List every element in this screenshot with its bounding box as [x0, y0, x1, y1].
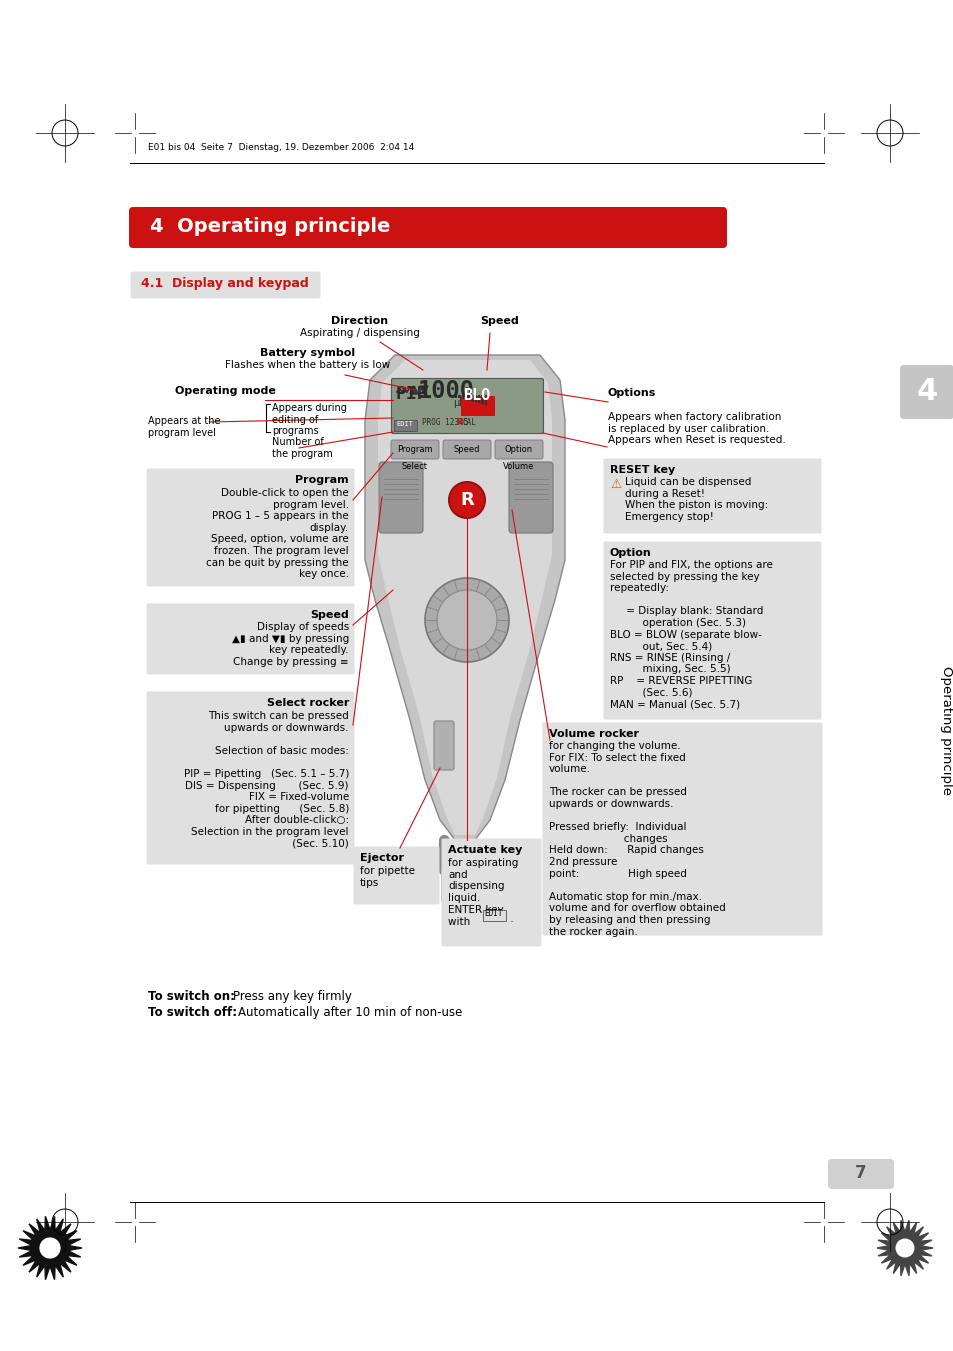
Text: EDIT: EDIT: [484, 909, 502, 917]
Text: PIP: PIP: [395, 385, 428, 403]
FancyBboxPatch shape: [483, 909, 506, 920]
Text: PROG 12345: PROG 12345: [421, 417, 468, 427]
Text: BLO: BLO: [462, 388, 490, 403]
Text: Program: Program: [295, 476, 349, 485]
Polygon shape: [377, 359, 552, 835]
Text: Appears at the
program level: Appears at the program level: [148, 416, 220, 438]
Bar: [477, 394, 480, 403]
FancyBboxPatch shape: [354, 847, 439, 905]
Text: Speed: Speed: [480, 316, 518, 326]
FancyBboxPatch shape: [147, 692, 355, 865]
Bar: [468, 394, 470, 401]
Polygon shape: [419, 386, 428, 394]
Text: CAL: CAL: [462, 417, 476, 427]
Bar: [455, 394, 456, 397]
Text: Option: Option: [504, 444, 533, 454]
Text: Select rocker: Select rocker: [266, 698, 349, 708]
FancyBboxPatch shape: [460, 396, 495, 416]
Text: Double-click to open the
program level.
PROG 1 – 5 appears in the
display.
Speed: Double-click to open the program level. …: [206, 488, 349, 580]
FancyBboxPatch shape: [827, 1159, 893, 1189]
Text: for aspirating
and
dispensing
liquid.: for aspirating and dispensing liquid.: [448, 858, 517, 902]
Text: Liquid can be dispensed
during a Reset!
When the piston is moving:
Emergency sto: Liquid can be dispensed during a Reset! …: [624, 477, 767, 521]
Text: Number of
the program: Number of the program: [272, 436, 333, 458]
Bar: [481, 394, 483, 404]
Text: Options: Options: [607, 388, 656, 399]
Text: Operating mode: Operating mode: [174, 386, 275, 396]
FancyBboxPatch shape: [147, 604, 355, 674]
Polygon shape: [410, 386, 417, 394]
Text: µl: µl: [453, 399, 461, 408]
FancyBboxPatch shape: [542, 723, 821, 935]
Text: Program: Program: [396, 444, 433, 454]
Text: Automatically after 10 min of non-use: Automatically after 10 min of non-use: [237, 1006, 462, 1019]
FancyBboxPatch shape: [378, 462, 422, 534]
Text: for pipette
tips: for pipette tips: [359, 866, 415, 888]
FancyBboxPatch shape: [495, 440, 542, 459]
Text: ⚠: ⚠: [609, 478, 620, 490]
Text: 1000: 1000: [417, 380, 475, 403]
Text: Select: Select: [401, 462, 428, 471]
Circle shape: [449, 482, 484, 517]
FancyBboxPatch shape: [395, 420, 417, 431]
FancyBboxPatch shape: [441, 839, 541, 947]
Text: Appears when Reset is requested.: Appears when Reset is requested.: [607, 435, 785, 444]
Text: Press any key firmly: Press any key firmly: [233, 990, 352, 1002]
Text: Flashes when the battery is low: Flashes when the battery is low: [225, 359, 390, 370]
Text: Appears when factory calibration
is replaced by user calibration.: Appears when factory calibration is repl…: [607, 412, 781, 434]
Text: R: R: [456, 417, 462, 427]
Text: Direction: Direction: [331, 316, 388, 326]
Text: Volume rocker: Volume rocker: [548, 730, 639, 739]
Text: Speed: Speed: [310, 611, 349, 620]
FancyBboxPatch shape: [131, 272, 320, 299]
Text: Operating principle: Operating principle: [940, 666, 952, 794]
Text: Actuate key: Actuate key: [448, 844, 522, 855]
Text: Battery symbol: Battery symbol: [260, 349, 355, 358]
Text: 4  Operating principle: 4 Operating principle: [150, 218, 390, 236]
Circle shape: [436, 590, 497, 650]
Bar: [461, 394, 463, 399]
Text: Volume: Volume: [503, 462, 534, 471]
Text: EDIT: EDIT: [395, 422, 413, 427]
Text: For PIP and FIX, the options are
selected by pressing the key
repeatedly:

     : For PIP and FIX, the options are selecte…: [609, 561, 772, 709]
Bar: [484, 394, 486, 405]
FancyBboxPatch shape: [391, 440, 438, 459]
Text: Option: Option: [609, 549, 651, 558]
Circle shape: [895, 1239, 913, 1256]
FancyBboxPatch shape: [129, 207, 726, 249]
Text: Ejector: Ejector: [359, 852, 403, 863]
Text: RESET key: RESET key: [609, 465, 675, 476]
Polygon shape: [365, 355, 564, 840]
FancyBboxPatch shape: [391, 378, 543, 434]
Text: To switch on:: To switch on:: [148, 990, 239, 1002]
Text: ENTER key
with: ENTER key with: [448, 905, 503, 927]
Text: 4: 4: [916, 377, 937, 405]
Text: This switch can be pressed
upwards or downwards.

Selection of basic modes:

PIP: This switch can be pressed upwards or do…: [183, 711, 349, 848]
Bar: [475, 394, 476, 403]
Bar: [457, 394, 460, 399]
Text: 4.1  Display and keypad: 4.1 Display and keypad: [141, 277, 309, 290]
Text: Speed: Speed: [454, 444, 479, 454]
Text: .: .: [506, 915, 513, 924]
FancyBboxPatch shape: [434, 721, 454, 770]
FancyBboxPatch shape: [603, 542, 821, 720]
FancyBboxPatch shape: [147, 469, 355, 586]
FancyBboxPatch shape: [509, 462, 553, 534]
Polygon shape: [18, 1216, 82, 1279]
FancyBboxPatch shape: [899, 365, 953, 419]
Text: Display of speeds
▲▮ and ▼▮ by pressing
key repeatedly.
Change by pressing ≡: Display of speeds ▲▮ and ▼▮ by pressing …: [232, 621, 349, 667]
Bar: [464, 394, 467, 400]
Text: 7: 7: [854, 1165, 866, 1182]
FancyBboxPatch shape: [442, 440, 491, 459]
Text: R: R: [459, 490, 474, 509]
Text: Appears during
editing of
programs: Appears during editing of programs: [272, 403, 347, 436]
Circle shape: [424, 578, 509, 662]
FancyBboxPatch shape: [603, 458, 821, 534]
Text: To switch off:: To switch off:: [148, 1006, 241, 1019]
Circle shape: [40, 1238, 60, 1258]
Text: for changing the volume.
For FIX: To select the fixed
volume.

The rocker can be: for changing the volume. For FIX: To sel…: [548, 740, 725, 936]
Polygon shape: [876, 1220, 932, 1275]
Bar: [471, 394, 474, 401]
Text: E01 bis 04  Seite 7  Dienstag, 19. Dezember 2006  2:04 14: E01 bis 04 Seite 7 Dienstag, 19. Dezembe…: [148, 143, 414, 153]
Text: Aspirating / dispensing: Aspirating / dispensing: [300, 328, 419, 338]
